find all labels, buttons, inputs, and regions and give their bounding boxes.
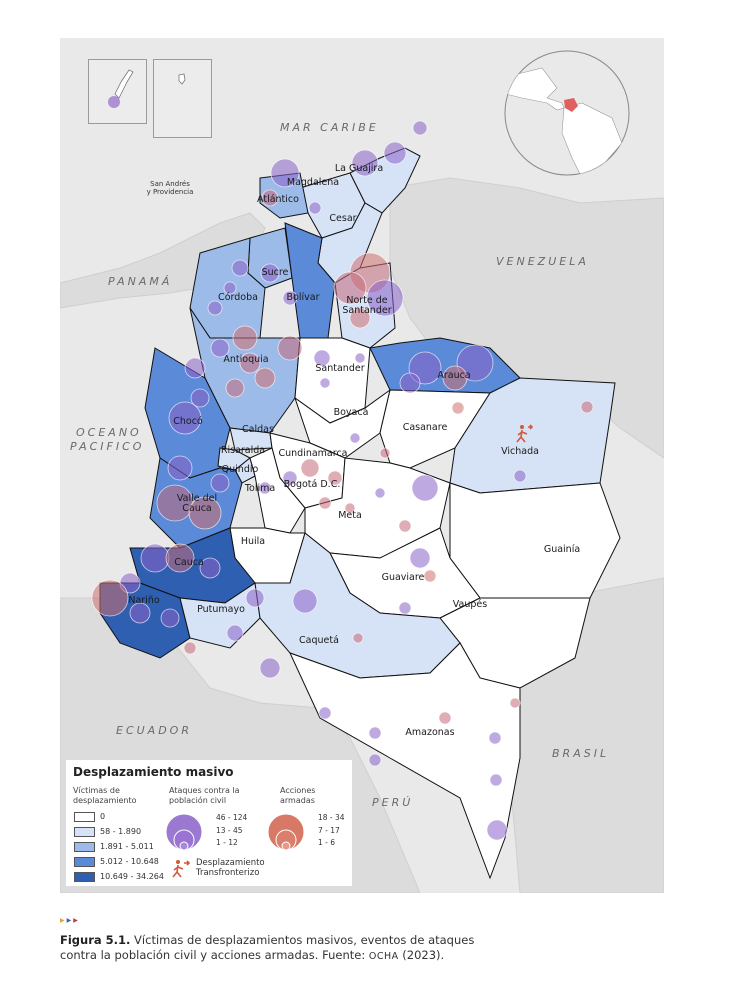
dept-cundinamarca: Cundinamarca (278, 448, 348, 459)
legend: Desplazamiento masivo Víctimas de despla… (66, 760, 352, 886)
label-oceano: OCEANO (76, 426, 142, 439)
legend-title: Desplazamiento masivo (73, 765, 234, 779)
caption-figure-number: Figura 5.1. (60, 933, 131, 947)
dept-vaupes: Vaupés (452, 599, 488, 610)
caption-year: (2023). (398, 948, 445, 962)
dept-sucre: Sucre (261, 267, 289, 278)
dept-caldas: Caldas (242, 424, 274, 435)
dept-vichada: Vichada (501, 446, 539, 457)
globe-locator (504, 50, 630, 176)
island-shape-2 (178, 73, 186, 85)
inset-providencia (153, 59, 212, 138)
legend-row-3: 5.012 - 10.648 (74, 856, 159, 867)
dept-huila: Huila (240, 536, 266, 547)
legend-attack-size-0: 46 - 124 (216, 813, 248, 822)
dept-atlantico: Atlántico (257, 194, 299, 205)
label-venezuela: VENEZUELA (496, 255, 589, 268)
label-mar-caribe: MAR CARIBE (280, 121, 379, 134)
legend-attack-size-1: 13 - 45 (216, 826, 243, 835)
dept-valle: Valle del Cauca (176, 493, 218, 514)
legend-label-0: 0 (100, 812, 106, 821)
symbols-layer (91, 120, 594, 841)
island-shape (108, 69, 134, 108)
islands-label: San Andrés y Providencia (146, 180, 194, 196)
legend-swatch-1 (74, 826, 95, 837)
dept-cordoba: Córdoba (218, 292, 258, 303)
cross-border-icon (516, 424, 534, 443)
dept-guainia: Guainía (543, 544, 581, 555)
legend-label-4: 10.649 - 34.264 (100, 872, 164, 881)
dept-choco: Chocó (173, 416, 203, 427)
dept-caqueta: Caquetá (299, 635, 339, 646)
dept-cauca: Cauca (174, 557, 204, 568)
running-person-arrow-icon (172, 860, 191, 878)
legend-row-4: 10.649 - 34.264 (74, 871, 164, 882)
label-ecuador: ECUADOR (116, 724, 192, 737)
legend-swatch-4 (74, 871, 95, 882)
legend-row-1: 58 - 1.890 (74, 826, 141, 837)
region-guainia (449, 482, 621, 599)
dept-tolima: Tolima (244, 483, 276, 494)
caption-source: OCHA (368, 951, 399, 962)
dept-guaviare: Guaviare (381, 572, 425, 583)
label-peru: PERÚ (372, 796, 414, 809)
dept-antioquia: Antioquia (223, 354, 269, 365)
dept-santander: Santander (315, 363, 365, 374)
dept-quindio: Quindío (221, 464, 259, 475)
legend-swatch-2 (74, 841, 95, 852)
legend-swatch-0 (74, 811, 95, 822)
decorative-arrows: ▶▶▶ (60, 917, 80, 924)
label-brasil: BRASIL (552, 747, 610, 760)
dept-meta: Meta (338, 510, 362, 521)
dept-narino: Nariño (128, 595, 160, 606)
dept-risaralda: Risaralda (220, 445, 266, 456)
label-pacifico: PACIFICO (70, 440, 145, 453)
dept-la-guajira: La Guajira (334, 163, 384, 174)
legend-actions-header: Acciones armadas (280, 786, 316, 805)
region-amazonas (289, 642, 521, 880)
dept-magdalena: Magdalena (286, 177, 340, 188)
label-panama: PANAMÁ (108, 275, 173, 288)
region-bolivar (284, 222, 336, 339)
legend-action-size-0: 18 - 34 (318, 813, 345, 822)
legend-action-size-1: 7 - 17 (318, 826, 340, 835)
legend-attacks-header: Ataques contra la población civil (169, 786, 240, 805)
legend-row-0: 0 (74, 811, 105, 822)
caption-text: Víctimas de desplazamientos masivos, eve… (60, 933, 475, 962)
dept-amazonas: Amazonas (405, 727, 455, 738)
legend-victims-header: Víctimas de desplazamiento (73, 786, 137, 805)
dept-bogota: Bogotá D.C. (283, 479, 341, 490)
dept-bolivar: Bolívar (286, 292, 320, 303)
legend-attack-size-2: 1 - 12 (216, 838, 238, 847)
legend-label-2: 1.891 - 5.011 (100, 842, 154, 851)
legend-cross-border: Desplazamiento Transfronterizo (196, 858, 265, 878)
legend-action-size-2: 1 - 6 (318, 838, 336, 847)
dept-boyaca: Boyacá (333, 407, 369, 418)
legend-attack-circles (165, 813, 203, 851)
dept-cesar: Cesar (329, 213, 357, 224)
dept-putumayo: Putumayo (197, 604, 245, 615)
dept-casanare: Casanare (402, 422, 448, 433)
legend-label-3: 5.012 - 10.648 (100, 857, 159, 866)
dept-arauca: Arauca (437, 370, 471, 381)
region-tolima (249, 447, 306, 534)
figure-caption: Figura 5.1. Víctimas de desplazamientos … (60, 933, 480, 964)
inset-san-andres (88, 59, 147, 124)
map-panel: San Andrés y Providencia MAR CARIBE VENE… (60, 38, 664, 893)
dept-norte-santander: Norte de Santander (342, 295, 392, 316)
legend-label-1: 58 - 1.890 (100, 827, 142, 836)
legend-swatch-3 (74, 856, 95, 867)
legend-row-2: 1.891 - 5.011 (74, 841, 154, 852)
legend-action-circles (267, 813, 305, 851)
